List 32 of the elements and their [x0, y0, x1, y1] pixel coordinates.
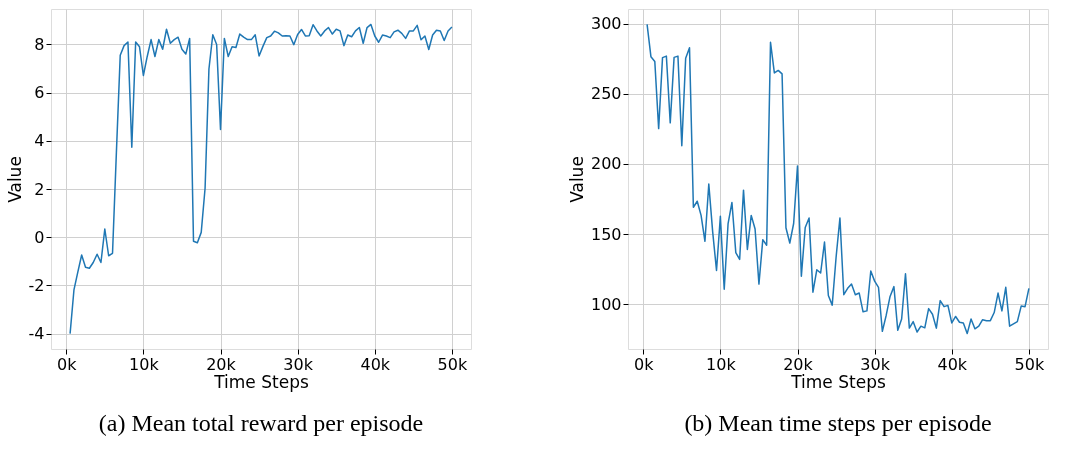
x-tick-label: 0k: [57, 354, 78, 374]
y-tick-label: 8: [34, 34, 45, 54]
line-series: [646, 23, 1030, 335]
x-axis-title: Time Steps: [790, 371, 886, 392]
y-tick-label: 2: [34, 179, 45, 199]
y-axis-title: Value: [566, 156, 587, 203]
x-tick-label: 50k: [437, 354, 468, 374]
x-tick-label: 10k: [706, 354, 737, 374]
x-tick-label: 20k: [783, 354, 814, 374]
x-tick-label: 40k: [360, 354, 391, 374]
y-tick-label: -4: [28, 324, 45, 344]
y-tick-label: 4: [34, 131, 45, 151]
y-tick-label: 0: [34, 227, 45, 247]
y-axis-title: Value: [4, 156, 25, 203]
y-tick-label: 200: [590, 154, 622, 174]
line-series: [69, 23, 453, 335]
x-tick-label: 10k: [129, 354, 160, 374]
x-tick-label: 50k: [1014, 354, 1045, 374]
y-tick-label: 250: [590, 84, 622, 104]
x-axis-title: Time Steps: [213, 371, 309, 392]
x-tick-label: 0k: [634, 354, 655, 374]
y-tick-label: 6: [34, 83, 45, 103]
x-tick-label: 40k: [937, 354, 968, 374]
text: (b) Mean time steps per episode: [684, 410, 992, 436]
x-tick-label: 20k: [206, 354, 237, 374]
y-tick-label: 100: [590, 294, 622, 314]
y-tick-label: 150: [590, 224, 622, 244]
x-tick-label: 30k: [283, 354, 314, 374]
text: (a) Mean total reward per episode: [98, 410, 424, 436]
y-tick-label: 300: [590, 14, 622, 34]
y-tick-label: -2: [28, 275, 45, 295]
x-tick-label: 30k: [860, 354, 891, 374]
